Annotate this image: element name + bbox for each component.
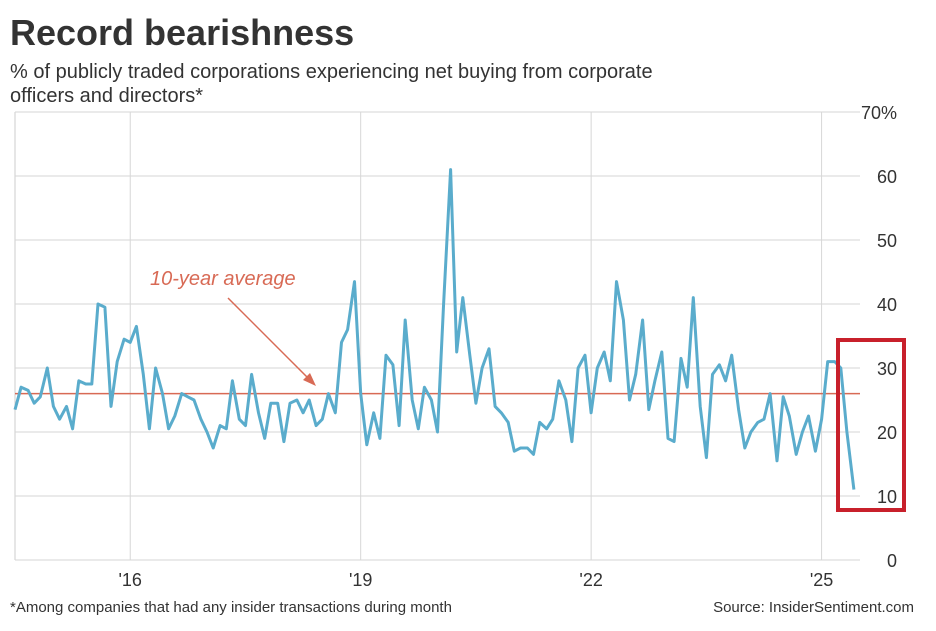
subtitle: % of publicly traded corporations experi… — [10, 61, 653, 83]
y-tick-label: 50 — [877, 231, 897, 251]
y-tick-label: 40 — [877, 295, 897, 315]
y-tick-label: 60 — [877, 167, 897, 187]
chart-title: Record bearishness — [10, 12, 354, 53]
x-tick-label: '25 — [810, 570, 833, 590]
arrow-head — [303, 373, 316, 386]
annotation: 10-year average — [150, 268, 296, 290]
x-tick-label: '19 — [349, 570, 372, 590]
footnote: *Among companies that had any insider tr… — [10, 599, 452, 616]
y-tick-label: 70% — [861, 103, 897, 123]
x-tick-label: '16 — [118, 570, 141, 590]
y-tick-label: 20 — [877, 423, 897, 443]
y-tick-label: 0 — [887, 551, 897, 571]
annotation-arrow — [227, 297, 313, 383]
y-tick-label: 10 — [877, 487, 897, 507]
subtitle: officers and directors* — [10, 85, 203, 107]
data-line — [13, 168, 856, 490]
highlight-box — [836, 338, 906, 512]
source: Source: InsiderSentiment.com — [713, 599, 914, 616]
x-tick-label: '22 — [579, 570, 602, 590]
y-tick-label: 30 — [877, 359, 897, 379]
